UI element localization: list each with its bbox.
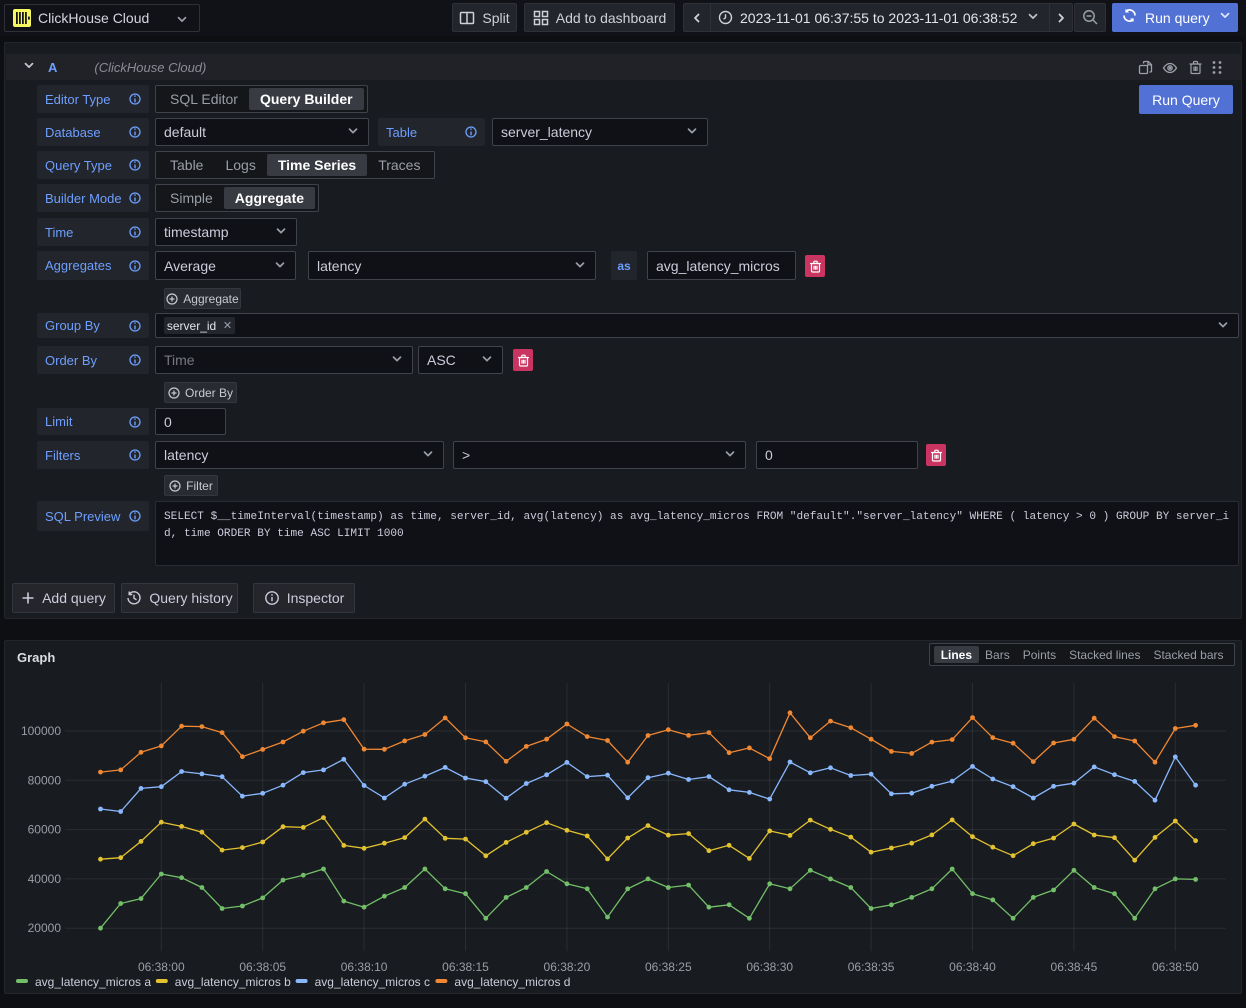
svg-text:80000: 80000 [28,773,62,787]
svg-text:06:38:45: 06:38:45 [1051,960,1098,974]
svg-text:06:38:50: 06:38:50 [1152,960,1199,974]
svg-text:avg_latency_micros d: avg_latency_micros d [454,975,570,989]
svg-text:06:38:30: 06:38:30 [746,960,793,974]
svg-text:60000: 60000 [28,823,62,837]
svg-text:06:38:00: 06:38:00 [138,960,185,974]
svg-text:06:38:35: 06:38:35 [848,960,895,974]
svg-text:20000: 20000 [28,921,62,935]
svg-text:06:38:25: 06:38:25 [645,960,692,974]
svg-text:06:38:20: 06:38:20 [544,960,591,974]
svg-text:avg_latency_micros b: avg_latency_micros b [175,975,291,989]
svg-text:avg_latency_micros c: avg_latency_micros c [315,975,430,989]
svg-text:06:38:15: 06:38:15 [442,960,489,974]
svg-text:06:38:05: 06:38:05 [239,960,286,974]
svg-text:06:38:10: 06:38:10 [341,960,388,974]
svg-text:06:38:40: 06:38:40 [949,960,996,974]
svg-text:avg_latency_micros a: avg_latency_micros a [35,975,151,989]
svg-text:100000: 100000 [21,724,61,738]
svg-text:40000: 40000 [28,872,62,886]
